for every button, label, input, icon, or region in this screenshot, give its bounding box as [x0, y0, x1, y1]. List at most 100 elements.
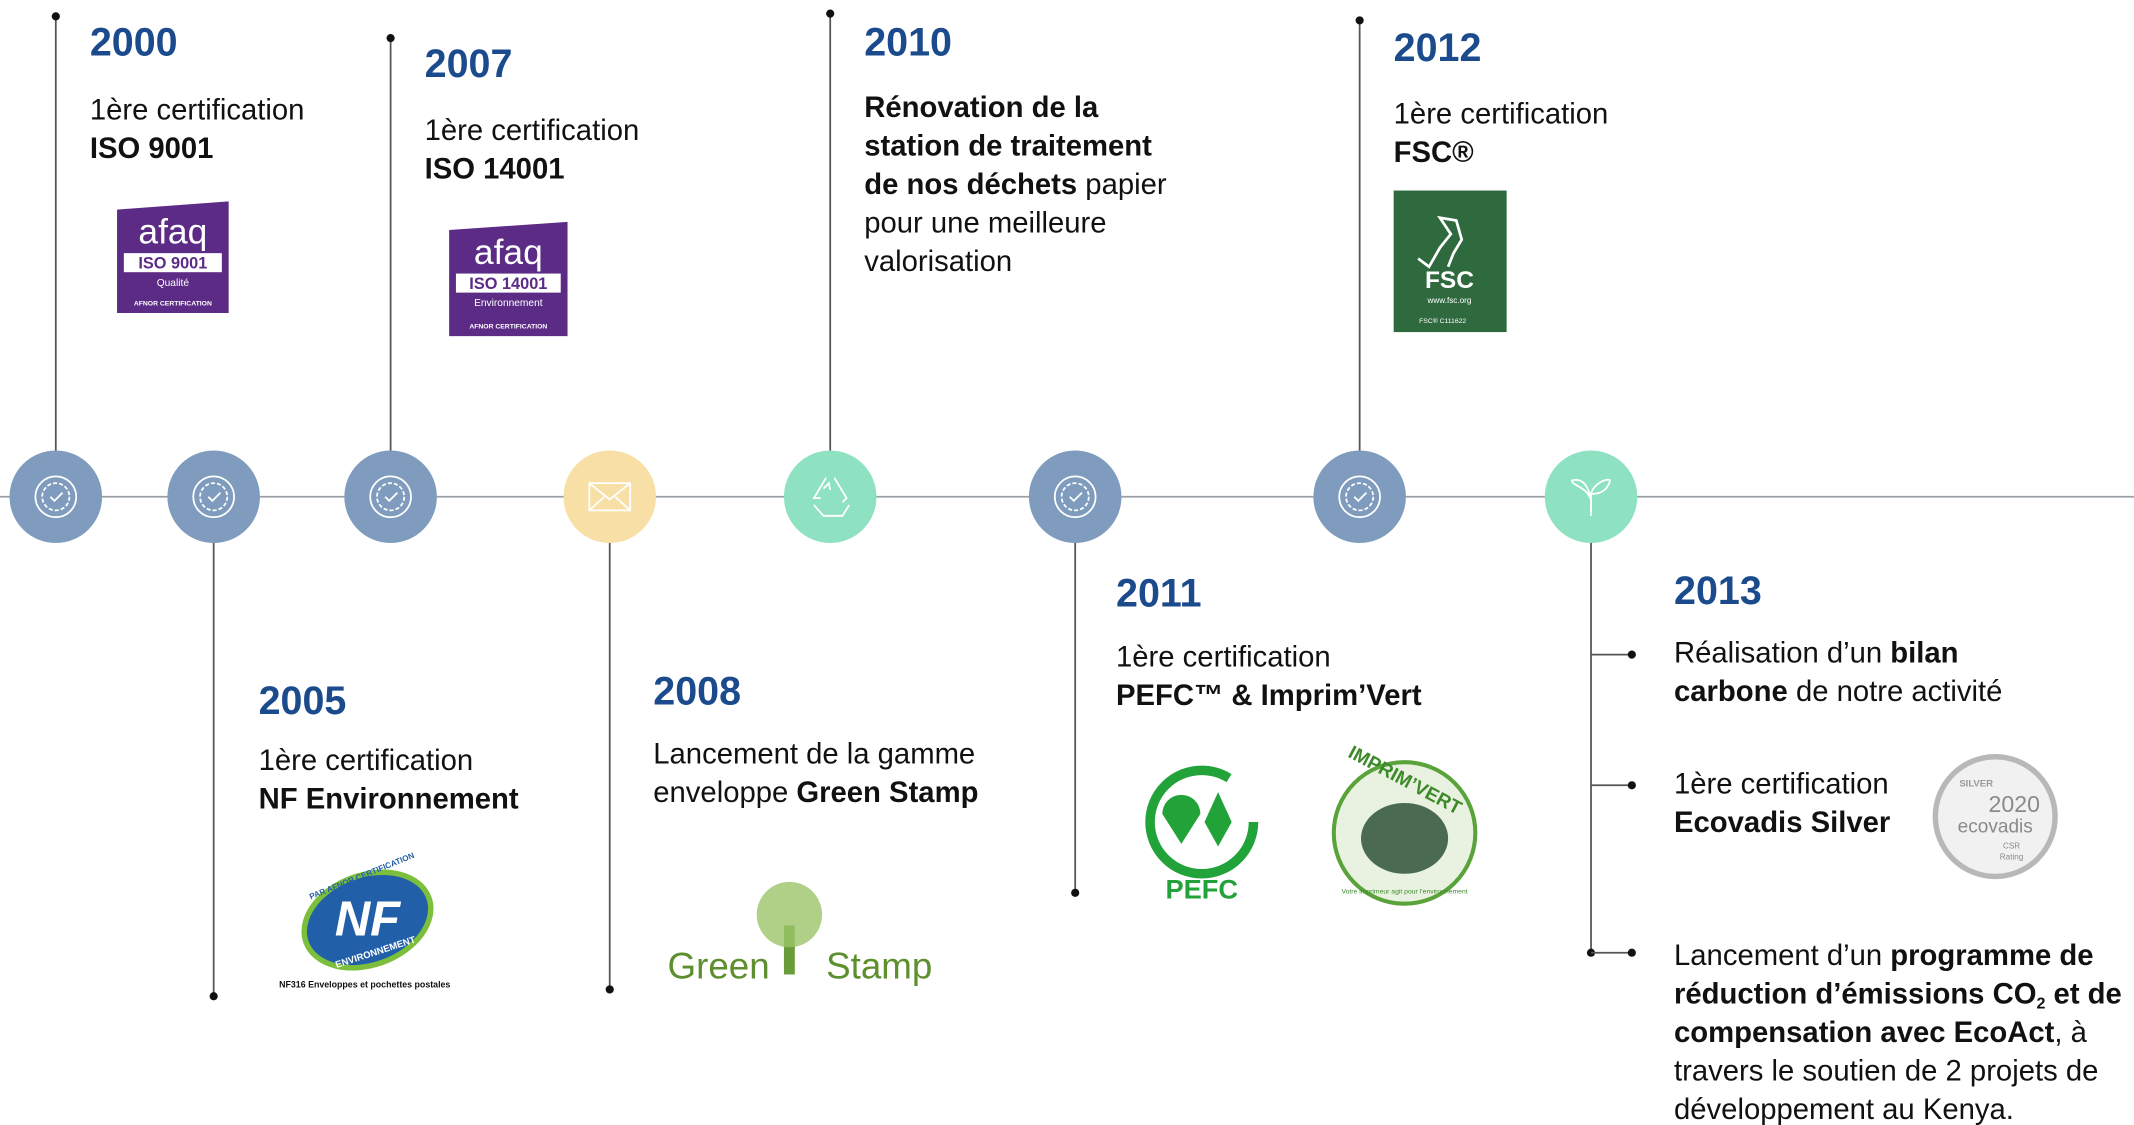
bold-text: station de traitement: [864, 130, 1152, 162]
pefc-ring: [1150, 770, 1253, 873]
event-marker: [344, 450, 437, 543]
timeline-content: 2000 1ère certification ISO 9001 afaq ISO 90…: [0, 10, 2134, 1125]
branch-dot: [1628, 651, 1636, 659]
logo-text: NF: [335, 893, 401, 947]
text-line: 1ère certification: [90, 94, 305, 126]
event-marker: [1313, 450, 1406, 543]
bold-text: de nos déchets: [864, 169, 1077, 201]
connector-dot: [210, 992, 218, 1000]
event-year: 2008: [653, 670, 741, 714]
text-line: Lancement de la gamme: [653, 738, 975, 770]
logo-text: ISO 14001: [469, 275, 547, 293]
text-line: Rénovation de la: [864, 92, 1099, 124]
text-segment: 1ère certification: [90, 94, 305, 126]
text-segment: 1ère certification: [425, 115, 640, 147]
text-line: 1ère certification: [425, 115, 640, 147]
event-year: 2007: [425, 42, 513, 86]
event-year: 2005: [259, 679, 347, 723]
logo-text: CSR: [2003, 842, 2020, 851]
text-line: compensation avec EcoAct, à: [1674, 1017, 2088, 1049]
text-line: 1ère certification: [1674, 768, 1889, 800]
text-line: station de traitement: [864, 130, 1152, 162]
timeline-event: 2000 1ère certification ISO 9001 afaq ISO 90…: [10, 12, 305, 543]
bold-text: carbone: [1674, 676, 1788, 708]
timeline-event: 2008 Lancement de la gamme enveloppe Green…: [563, 450, 978, 993]
bold-text: PEFC™ & Imprim’Vert: [1116, 680, 1422, 712]
page: {"events":[ {"year":"2000","color":"#7f9…: [0, 0, 2134, 1125]
logo-text: FSC® C111622: [1419, 317, 1466, 325]
text-line: 1ère certification: [1116, 641, 1331, 673]
logo-text: www.fsc.org: [1426, 296, 1471, 305]
text-line: carbone de notre activité: [1674, 676, 2002, 708]
logo-text: PEFC: [1165, 874, 1238, 905]
logo-text: AFNOR CERTIFICATION: [134, 300, 212, 307]
text-segment: 1ère certification: [1116, 641, 1331, 673]
event-marker: [784, 450, 877, 543]
logo-text: FSC: [1425, 267, 1474, 294]
text-line: Réalisation d’un bilan: [1674, 637, 1959, 669]
bold-text: NF Environnement: [259, 783, 519, 815]
logo-text: 2020: [1989, 791, 2040, 817]
bold-text: réduction d’émissions CO: [1674, 978, 2036, 1010]
text-line: 1ère certification: [1394, 98, 1609, 130]
connector-dot: [52, 12, 60, 20]
event-year: 2013: [1674, 569, 1762, 613]
bold-text: ISO 9001: [90, 133, 214, 165]
event-marker: [10, 450, 103, 543]
logo-text: ecovadis: [1958, 817, 2033, 838]
branch-dot: [1628, 781, 1636, 789]
event-marker: [167, 450, 260, 543]
bold-text: et de: [2045, 978, 2121, 1010]
text-line: travers le soutien de 2 projets de: [1674, 1055, 2098, 1087]
text-line: réduction d’émissions CO2 et de: [1674, 978, 2122, 1013]
connector-dot: [387, 34, 395, 42]
logo-text: afaq: [138, 212, 207, 251]
logo-text: AFNOR CERTIFICATION: [469, 323, 547, 330]
text-segment: pour une meilleure: [864, 207, 1106, 239]
text-line: PEFC™ & Imprim’Vert: [1116, 680, 1422, 712]
event-year: 2012: [1394, 26, 1482, 70]
logo-text: Rating: [2000, 853, 2024, 862]
logo-text: Votre imprimeur agit pour l’environnemen…: [1341, 888, 1467, 895]
text-segment: papier: [1077, 169, 1167, 201]
bold-text: compensation avec EcoAct: [1674, 1017, 2055, 1049]
bold-text: 2: [2036, 995, 2045, 1013]
connector-dot: [1071, 889, 1079, 897]
logo-text: afaq: [474, 233, 543, 272]
event-year: 2010: [864, 20, 952, 64]
logo-text: ISO 9001: [138, 254, 207, 272]
text-line: développement au Kenya.: [1674, 1094, 2014, 1125]
text-line: enveloppe Green Stamp: [653, 777, 978, 809]
bold-text: Green Stamp: [796, 777, 978, 809]
text-segment: Réalisation d’un: [1674, 637, 1890, 669]
text-segment: 1ère certification: [259, 745, 474, 777]
logo-text: NF316 Enveloppes et pochettes postales: [279, 980, 450, 990]
bold-text: Ecovadis Silver: [1674, 807, 1890, 839]
event-year: 2000: [90, 20, 178, 64]
logo-text: Stamp: [826, 946, 932, 987]
branch-dot: [1628, 949, 1636, 957]
bold-text: Rénovation de la: [864, 92, 1099, 124]
text-segment: , à: [2054, 1017, 2087, 1049]
bold-text: bilan: [1890, 637, 1958, 669]
text-line: Ecovadis Silver: [1674, 807, 1890, 839]
text-line: de nos déchets papier: [864, 169, 1167, 201]
timeline-event: 2013 Réalisation d’un bilan carbone de not…: [1545, 450, 2122, 1125]
pefc-trees: [1162, 792, 1231, 846]
bold-text: programme de: [1890, 940, 2093, 972]
connector-dot: [826, 10, 834, 18]
event-year: 2011: [1116, 572, 1202, 616]
bold-text: ISO 14001: [425, 153, 565, 185]
text-line: FSC®: [1394, 137, 1475, 169]
text-segment: travers le soutien de 2 projets de: [1674, 1055, 2098, 1087]
connector-dot: [606, 985, 614, 993]
timeline-event: 2010 Rénovation de la station de traitemen…: [784, 10, 1167, 544]
text-line: pour une meilleure: [864, 207, 1106, 239]
tree-crown: [757, 882, 822, 947]
logo-text: Qualité: [157, 278, 190, 289]
text-line: valorisation: [864, 246, 1012, 278]
text-segment: enveloppe: [653, 777, 796, 809]
text-segment: développement au Kenya.: [1674, 1094, 2014, 1125]
text-line: Lancement d’un programme de: [1674, 940, 2093, 972]
